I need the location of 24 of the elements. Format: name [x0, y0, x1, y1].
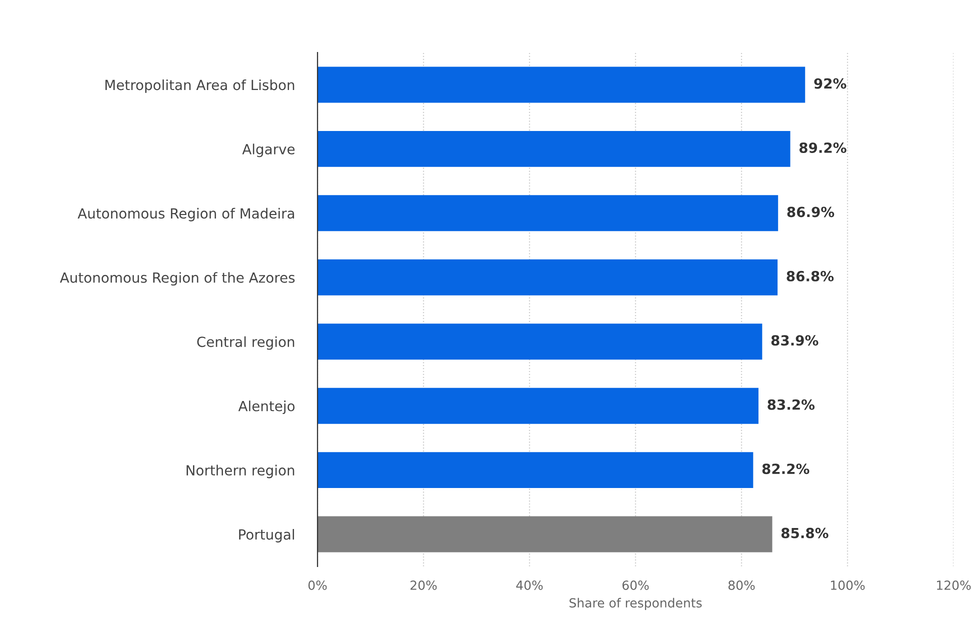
y-tick-label: Metropolitan Area of Lisbon — [105, 79, 294, 93]
x-tick-label: 0% — [308, 580, 327, 590]
data-label: 92% — [814, 78, 846, 89]
y-tick-label: Portugal — [239, 529, 294, 542]
x-tick-label: 20% — [410, 580, 437, 590]
y-tick-label: Central region — [197, 336, 294, 350]
x-axis-title: Share of respondents — [570, 598, 702, 610]
data-label: 86.8% — [786, 270, 834, 282]
x-tick-label: 60% — [622, 580, 649, 590]
y-tick-label: Algarve — [242, 144, 295, 158]
data-label: 89.2% — [799, 142, 846, 153]
x-tick-label: 80% — [728, 580, 755, 590]
y-tick-label: Autonomous Region of Madeira — [78, 208, 294, 222]
y-tick-label: Autonomous Region of the Azores — [60, 272, 295, 286]
data-label: 83.9% — [771, 335, 818, 346]
x-tick-label: 40% — [516, 580, 543, 590]
data-label: 82.2% — [762, 464, 810, 474]
data-label: 83.2% — [768, 399, 815, 410]
x-tick-label: 120% — [937, 580, 971, 590]
y-tick-label: Alentejo — [238, 400, 295, 414]
y-tick-label: Northern region — [186, 464, 294, 478]
x-tick-label: 100% — [831, 580, 865, 590]
data-label: 86.9% — [787, 206, 834, 218]
data-label: 85.8% — [781, 528, 828, 538]
